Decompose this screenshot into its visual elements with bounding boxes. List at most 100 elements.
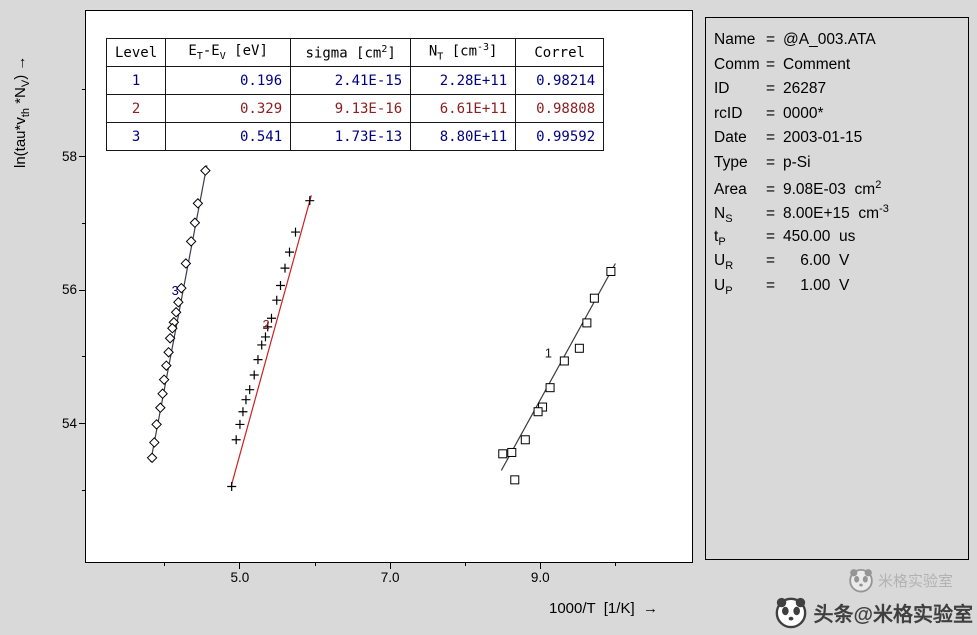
info-equals-sign: = xyxy=(766,276,776,294)
panda-logo-icon xyxy=(776,597,807,629)
info-equals-sign: = xyxy=(766,153,776,171)
data-point-series-3 xyxy=(200,165,211,176)
data-point-series-1 xyxy=(538,402,548,412)
info-equals-sign: = xyxy=(766,129,776,147)
data-point-series-3 xyxy=(158,374,170,385)
info-value: 8.00E+15 cm-3 xyxy=(783,203,889,223)
data-point-series-2 xyxy=(245,385,255,395)
axis-tick xyxy=(239,563,241,569)
data-point-series-1 xyxy=(507,447,517,457)
axis-tick xyxy=(82,356,85,358)
data-point-series-2 xyxy=(238,407,248,417)
info-row: Comm = Comment xyxy=(714,56,968,81)
table-cell: 2 xyxy=(105,94,167,123)
watermark: 米格实验室 头条@米格实验室 xyxy=(743,568,973,629)
data-point-series-1 xyxy=(498,449,508,459)
axis-tick xyxy=(82,89,85,91)
axis-tick xyxy=(82,490,85,492)
info-equals-sign: = xyxy=(766,104,776,122)
data-point-series-1 xyxy=(510,475,520,485)
data-point-series-3 xyxy=(151,419,162,430)
data-point-series-1 xyxy=(589,293,599,303)
info-value: 1.00 V xyxy=(783,276,850,294)
y-tick-label: 54 xyxy=(61,415,77,431)
table-cell: 0.99592 xyxy=(515,122,605,151)
data-point-series-3 xyxy=(167,322,178,334)
info-value: @A_003.ATA xyxy=(783,31,876,48)
fit-line-series-2 xyxy=(230,195,312,488)
info-equals-sign: = xyxy=(766,180,776,198)
info-value: 0000* xyxy=(783,104,824,122)
info-equals-sign: = xyxy=(766,80,776,98)
data-point-series-2 xyxy=(253,355,263,365)
info-equals-sign: = xyxy=(766,227,776,245)
data-point-series-2 xyxy=(227,482,237,492)
info-row: tP = 450.00 us xyxy=(714,228,968,253)
info-value: 2003-01-15 xyxy=(783,129,863,147)
info-row: rcID = 0000* xyxy=(714,105,968,130)
chart-canvas: 3 2 1 xyxy=(146,165,616,492)
table-cell: 0.541 xyxy=(165,122,292,151)
info-row: Type = p-Si xyxy=(714,154,968,179)
data-point-series-2 xyxy=(266,313,276,323)
info-value: 450.00 us xyxy=(783,227,856,245)
data-point-series-2 xyxy=(280,263,290,273)
info-label: NS xyxy=(714,205,733,226)
table-cell: 0.196 xyxy=(165,66,292,95)
series-label-3: 3 xyxy=(172,283,179,298)
data-point-series-3 xyxy=(155,402,166,414)
table-cell: 3 xyxy=(105,122,167,151)
table-header-cell: Correl xyxy=(515,38,605,67)
data-point-series-1 xyxy=(574,343,584,353)
info-label: UP xyxy=(714,276,733,298)
table-cell: 1.73E-13 xyxy=(290,122,412,151)
info-label: rcID xyxy=(714,104,743,122)
data-point-series-3 xyxy=(180,258,192,269)
table-cell: 6.61E+11 xyxy=(410,94,517,123)
data-point-series-1 xyxy=(520,435,530,445)
info-row: Name = @A_003.ATA xyxy=(714,31,968,56)
table-cell: 0.98214 xyxy=(515,66,605,95)
data-point-series-3 xyxy=(192,198,204,209)
axis-tick xyxy=(389,563,391,569)
table-cell: 8.80E+11 xyxy=(410,122,517,151)
info-row: ID = 26287 xyxy=(714,80,968,105)
info-row: Date = 2003-01-15 xyxy=(714,129,968,154)
data-point-series-2 xyxy=(241,395,251,405)
data-point-series-3 xyxy=(173,296,184,308)
info-label: Comm xyxy=(714,55,760,73)
data-point-series-3 xyxy=(170,306,182,318)
axis-tick xyxy=(79,289,85,291)
data-point-series-3 xyxy=(163,346,174,358)
table-row: 1 0.196 2.41E-15 2.28E+11 0.98214 xyxy=(105,66,605,95)
data-point-series-3 xyxy=(176,282,187,294)
x-tick-label: 9.0 xyxy=(530,570,550,585)
table-header-cell: sigma [cm2] xyxy=(290,38,412,67)
data-point-series-3 xyxy=(185,236,197,247)
axis-tick xyxy=(164,563,166,566)
info-row: UR = 6.00 V xyxy=(714,252,968,277)
series-label-1: 1 xyxy=(545,346,552,361)
data-point-series-3 xyxy=(146,452,158,464)
info-label: Name xyxy=(714,31,756,48)
axis-tick xyxy=(614,563,616,566)
data-point-series-1 xyxy=(559,356,569,366)
levels-table: Level ET-EV [eV] sigma [cm2] NT [cm-3] Corre… xyxy=(105,38,605,151)
info-label: UR xyxy=(714,252,734,273)
info-value: 26287 xyxy=(783,80,827,98)
info-label: Area xyxy=(714,180,747,198)
info-row: NS = 8.00E+15 cm-3 xyxy=(714,203,968,228)
info-row: UP = 1.00 V xyxy=(714,277,968,302)
info-label: Date xyxy=(714,129,747,147)
y-tick-label: 58 xyxy=(61,148,77,164)
data-point-series-2 xyxy=(285,247,295,257)
data-point-series-1 xyxy=(545,383,555,393)
info-value: 6.00 V xyxy=(783,252,850,270)
x-tick-label: 7.0 xyxy=(380,570,400,585)
data-point-series-3 xyxy=(161,360,172,371)
info-equals-sign: = xyxy=(766,55,776,73)
data-point-series-2 xyxy=(257,340,267,350)
table-cell: 2.41E-15 xyxy=(290,66,412,95)
data-point-series-3 xyxy=(164,332,176,344)
